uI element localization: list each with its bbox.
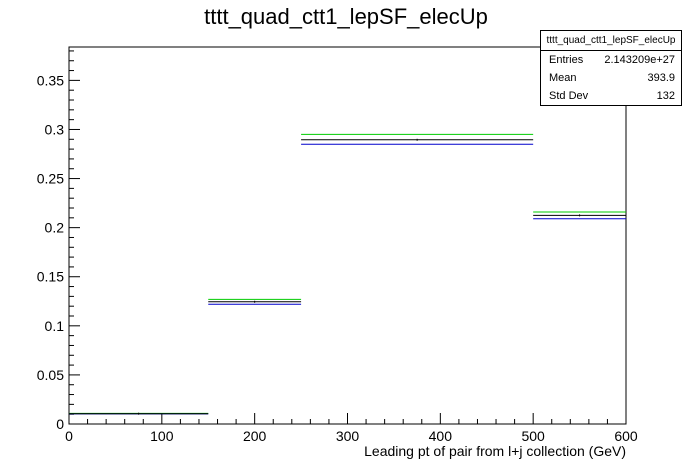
y-tick-label: 0.05 <box>37 367 64 383</box>
y-tick-label: 0.35 <box>37 72 64 88</box>
y-tick-label: 0.25 <box>37 171 64 187</box>
x-axis: 0 100 200 300 400 500 600 <box>65 413 638 444</box>
stats-mean-value: 393.9 <box>647 72 675 84</box>
x-tick-label: 400 <box>429 428 453 444</box>
y-tick-label: 0.2 <box>45 220 65 236</box>
stats-box: tttt_quad_ctt1_lepSF_elecUp Entries 2.14… <box>540 30 682 106</box>
x-tick-label: 100 <box>150 428 174 444</box>
stats-stddev-value: 132 <box>656 90 675 102</box>
stats-title: tttt_quad_ctt1_lepSF_elecUp <box>541 31 681 51</box>
stats-entries-value: 2.143209e+27 <box>604 54 675 66</box>
histogram-bins <box>69 133 626 415</box>
x-tick-label: 500 <box>521 428 545 444</box>
x-tick-label: 600 <box>614 428 638 444</box>
x-tick-label: 0 <box>65 428 73 444</box>
stats-stddev-row: Std Dev 132 <box>541 87 681 105</box>
x-tick-label: 300 <box>336 428 360 444</box>
y-axis: 0 0.05 0.1 0.15 0.2 0.25 0.3 0.35 <box>37 50 80 432</box>
stats-entries-row: Entries 2.143209e+27 <box>541 51 681 69</box>
y-tick-label: 0.1 <box>45 318 65 334</box>
stats-stddev-label: Std Dev <box>549 90 589 102</box>
y-tick-label: 0.15 <box>37 269 64 285</box>
stats-mean-label: Mean <box>549 72 577 84</box>
chart-title: tttt_quad_ctt1_lepSF_elecUp <box>204 4 488 29</box>
stats-entries-label: Entries <box>549 54 584 66</box>
y-tick-label: 0.3 <box>45 121 65 137</box>
x-tick-label: 200 <box>243 428 267 444</box>
stats-mean-row: Mean 393.9 <box>541 69 681 87</box>
y-tick-label: 0 <box>56 416 64 432</box>
x-axis-label: Leading pt of pair from l+j collection (… <box>364 443 626 459</box>
